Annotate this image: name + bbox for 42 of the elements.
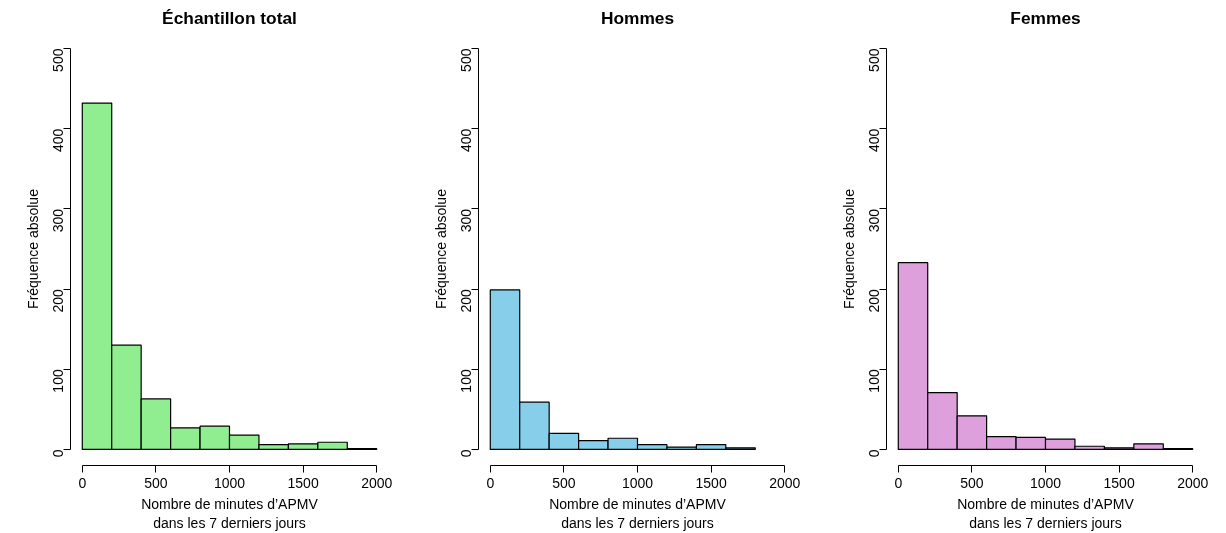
x-tick-label: 2000 <box>361 474 393 491</box>
x-axis-title: Nombre de minutes d’APMV dans les 7 derniers jours <box>141 495 319 531</box>
y-tick-label: 400 <box>458 128 475 153</box>
x-tick-label: 0 <box>78 474 87 491</box>
chart-title: Hommes <box>600 7 675 28</box>
chart-title: Échantillon total <box>162 7 297 28</box>
y-axis-title: Fréquence absolue <box>432 188 449 309</box>
y-tick-label: 400 <box>866 128 883 153</box>
y-tick-label: 300 <box>50 208 67 233</box>
y-tick-label: 0 <box>50 449 67 458</box>
x-tick-label: 2000 <box>1177 474 1209 491</box>
y-tick-label: 100 <box>458 369 475 393</box>
y-tick-label: 300 <box>458 208 475 233</box>
y-tick-label: 0 <box>866 449 883 458</box>
x-tick-label: 0 <box>486 474 495 491</box>
x-tick-label: 500 <box>552 474 576 491</box>
y-axis-title: Fréquence absolue <box>24 188 41 309</box>
chart-title: Femmes <box>1010 7 1081 28</box>
y-tick-label: 200 <box>50 288 67 313</box>
x-tick-label: 1500 <box>1103 474 1135 491</box>
x-tick-label: 1000 <box>621 474 654 491</box>
y-tick-label: 200 <box>866 288 883 313</box>
x-tick-label: 1500 <box>287 474 319 491</box>
x-tick-label: 500 <box>960 474 984 491</box>
y-tick-label: 500 <box>458 48 475 72</box>
x-tick-label: 2000 <box>769 474 801 491</box>
y-axis-title: Fréquence absolue <box>840 188 857 309</box>
y-tick-label: 0 <box>458 449 475 458</box>
y-tick-label: 400 <box>50 128 67 153</box>
y-tick-label: 200 <box>458 288 475 313</box>
y-tick-label: 100 <box>866 369 883 393</box>
y-tick-label: 500 <box>866 48 883 72</box>
x-axis-title: Nombre de minutes d’APMV dans les 7 derniers jours <box>549 495 727 531</box>
y-tick-label: 100 <box>50 369 67 393</box>
x-tick-label: 0 <box>894 474 903 491</box>
x-tick-label: 1000 <box>1029 474 1062 491</box>
x-tick-label: 1000 <box>213 474 246 491</box>
x-axis-title: Nombre de minutes d’APMV dans les 7 derniers jours <box>957 495 1135 531</box>
x-tick-label: 1500 <box>695 474 727 491</box>
y-tick-label: 300 <box>866 208 883 233</box>
x-tick-label: 500 <box>144 474 168 491</box>
y-tick-label: 500 <box>50 48 67 72</box>
